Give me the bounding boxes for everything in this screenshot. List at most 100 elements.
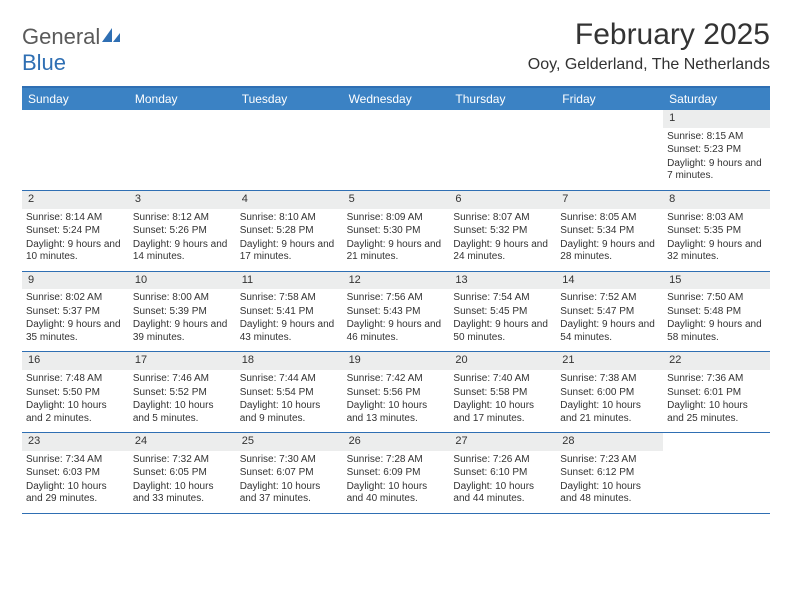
daylight-text: Daylight: 10 hours and 5 minutes. (133, 400, 232, 425)
daylight-text: Daylight: 9 hours and 39 minutes. (133, 319, 232, 344)
sunset-text: Sunset: 5:35 PM (667, 225, 766, 238)
sunrise-text: Sunrise: 7:28 AM (347, 454, 446, 467)
day-number: 16 (22, 352, 129, 370)
daylight-text: Daylight: 10 hours and 37 minutes. (240, 481, 339, 506)
day-number: 2 (22, 191, 129, 209)
calendar-cell: 6Sunrise: 8:07 AMSunset: 5:32 PMDaylight… (449, 191, 556, 271)
calendar-cell: 8Sunrise: 8:03 AMSunset: 5:35 PMDaylight… (663, 191, 770, 271)
day-number: 19 (343, 352, 450, 370)
sunrise-text: Sunrise: 7:52 AM (560, 292, 659, 305)
day-number: 24 (129, 433, 236, 451)
calendar-cell: 23Sunrise: 7:34 AMSunset: 6:03 PMDayligh… (22, 433, 129, 513)
calendar-week: 9Sunrise: 8:02 AMSunset: 5:37 PMDaylight… (22, 272, 770, 353)
calendar-cell: 5Sunrise: 8:09 AMSunset: 5:30 PMDaylight… (343, 191, 450, 271)
calendar-cell: 20Sunrise: 7:40 AMSunset: 5:58 PMDayligh… (449, 352, 556, 432)
daylight-text: Daylight: 9 hours and 46 minutes. (347, 319, 446, 344)
day-number: 7 (556, 191, 663, 209)
calendar-cell: 24Sunrise: 7:32 AMSunset: 6:05 PMDayligh… (129, 433, 236, 513)
calendar: Sunday Monday Tuesday Wednesday Thursday… (22, 86, 770, 514)
day-number: 1 (663, 110, 770, 128)
sunrise-text: Sunrise: 8:14 AM (26, 212, 125, 225)
daylight-text: Daylight: 10 hours and 13 minutes. (347, 400, 446, 425)
day-number: 18 (236, 352, 343, 370)
title-block: February 2025 Ooy, Gelderland, The Nethe… (528, 18, 770, 74)
logo: General Blue (22, 24, 122, 76)
day-number: 3 (129, 191, 236, 209)
daylight-text: Daylight: 10 hours and 9 minutes. (240, 400, 339, 425)
calendar-cell: 21Sunrise: 7:38 AMSunset: 6:00 PMDayligh… (556, 352, 663, 432)
sunrise-text: Sunrise: 7:34 AM (26, 454, 125, 467)
calendar-cell (22, 110, 129, 190)
day-number: 9 (22, 272, 129, 290)
sunset-text: Sunset: 5:30 PM (347, 225, 446, 238)
sunset-text: Sunset: 6:12 PM (560, 467, 659, 480)
day-header: Monday (129, 88, 236, 110)
calendar-cell: 27Sunrise: 7:26 AMSunset: 6:10 PMDayligh… (449, 433, 556, 513)
sunrise-text: Sunrise: 7:26 AM (453, 454, 552, 467)
day-number: 13 (449, 272, 556, 290)
calendar-week: 2Sunrise: 8:14 AMSunset: 5:24 PMDaylight… (22, 191, 770, 272)
calendar-cell: 18Sunrise: 7:44 AMSunset: 5:54 PMDayligh… (236, 352, 343, 432)
calendar-body: 1Sunrise: 8:15 AMSunset: 5:23 PMDaylight… (22, 110, 770, 514)
calendar-cell: 17Sunrise: 7:46 AMSunset: 5:52 PMDayligh… (129, 352, 236, 432)
daylight-text: Daylight: 9 hours and 24 minutes. (453, 239, 552, 264)
calendar-cell: 19Sunrise: 7:42 AMSunset: 5:56 PMDayligh… (343, 352, 450, 432)
sunset-text: Sunset: 6:05 PM (133, 467, 232, 480)
daylight-text: Daylight: 10 hours and 21 minutes. (560, 400, 659, 425)
calendar-cell (556, 110, 663, 190)
sunset-text: Sunset: 5:28 PM (240, 225, 339, 238)
calendar-cell: 13Sunrise: 7:54 AMSunset: 5:45 PMDayligh… (449, 272, 556, 352)
sunset-text: Sunset: 5:54 PM (240, 387, 339, 400)
daylight-text: Daylight: 9 hours and 54 minutes. (560, 319, 659, 344)
day-number: 5 (343, 191, 450, 209)
calendar-cell: 3Sunrise: 8:12 AMSunset: 5:26 PMDaylight… (129, 191, 236, 271)
calendar-cell (663, 433, 770, 513)
day-number: 14 (556, 272, 663, 290)
sunset-text: Sunset: 5:23 PM (667, 144, 766, 157)
sunset-text: Sunset: 5:43 PM (347, 306, 446, 319)
calendar-cell: 14Sunrise: 7:52 AMSunset: 5:47 PMDayligh… (556, 272, 663, 352)
sunset-text: Sunset: 5:39 PM (133, 306, 232, 319)
sunrise-text: Sunrise: 7:36 AM (667, 373, 766, 386)
sunset-text: Sunset: 6:07 PM (240, 467, 339, 480)
day-number: 4 (236, 191, 343, 209)
header: General Blue February 2025 Ooy, Gelderla… (22, 18, 770, 76)
calendar-cell: 15Sunrise: 7:50 AMSunset: 5:48 PMDayligh… (663, 272, 770, 352)
day-number: 23 (22, 433, 129, 451)
daylight-text: Daylight: 9 hours and 58 minutes. (667, 319, 766, 344)
day-number: 20 (449, 352, 556, 370)
day-number: 11 (236, 272, 343, 290)
sunrise-text: Sunrise: 7:48 AM (26, 373, 125, 386)
day-number: 25 (236, 433, 343, 451)
calendar-cell: 4Sunrise: 8:10 AMSunset: 5:28 PMDaylight… (236, 191, 343, 271)
calendar-cell: 10Sunrise: 8:00 AMSunset: 5:39 PMDayligh… (129, 272, 236, 352)
calendar-week: 23 Sunrise: 7:34 AMSunset: 6:03 PM Dayligh… (22, 433, 770, 514)
logo-text: General Blue (22, 24, 122, 76)
day-header: Thursday (449, 88, 556, 110)
day-header: Saturday (663, 88, 770, 110)
sunrise-text: Sunrise: 7:38 AM (560, 373, 659, 386)
sunrise-text: Sunrise: 8:09 AM (347, 212, 446, 225)
calendar-cell: 1Sunrise: 8:15 AMSunset: 5:23 PMDaylight… (663, 110, 770, 190)
location-label: Ooy, Gelderland, The Netherlands (528, 56, 770, 74)
sunrise-text: Sunrise: 7:30 AM (240, 454, 339, 467)
daylight-text: Daylight: 9 hours and 32 minutes. (667, 239, 766, 264)
sunset-text: Sunset: 5:50 PM (26, 387, 125, 400)
calendar-cell (129, 110, 236, 190)
day-number: 15 (663, 272, 770, 290)
logo-part2: Blue (22, 50, 66, 75)
calendar-cell: 22Sunrise: 7:36 AMSunset: 6:01 PMDayligh… (663, 352, 770, 432)
sunrise-text: Sunrise: 7:56 AM (347, 292, 446, 305)
sunrise-text: Sunrise: 8:03 AM (667, 212, 766, 225)
daylight-text: Daylight: 9 hours and 10 minutes. (26, 239, 125, 264)
sunrise-text: Sunrise: 8:00 AM (133, 292, 232, 305)
calendar-cell (343, 110, 450, 190)
sunrise-text: Sunrise: 7:23 AM (560, 454, 659, 467)
sunset-text: Sunset: 6:03 PM (26, 467, 125, 480)
day-number: 17 (129, 352, 236, 370)
logo-part1: General (22, 24, 100, 49)
day-number: 27 (449, 433, 556, 451)
sunset-text: Sunset: 6:09 PM (347, 467, 446, 480)
day-header: Sunday (22, 88, 129, 110)
sunset-text: Sunset: 5:26 PM (133, 225, 232, 238)
